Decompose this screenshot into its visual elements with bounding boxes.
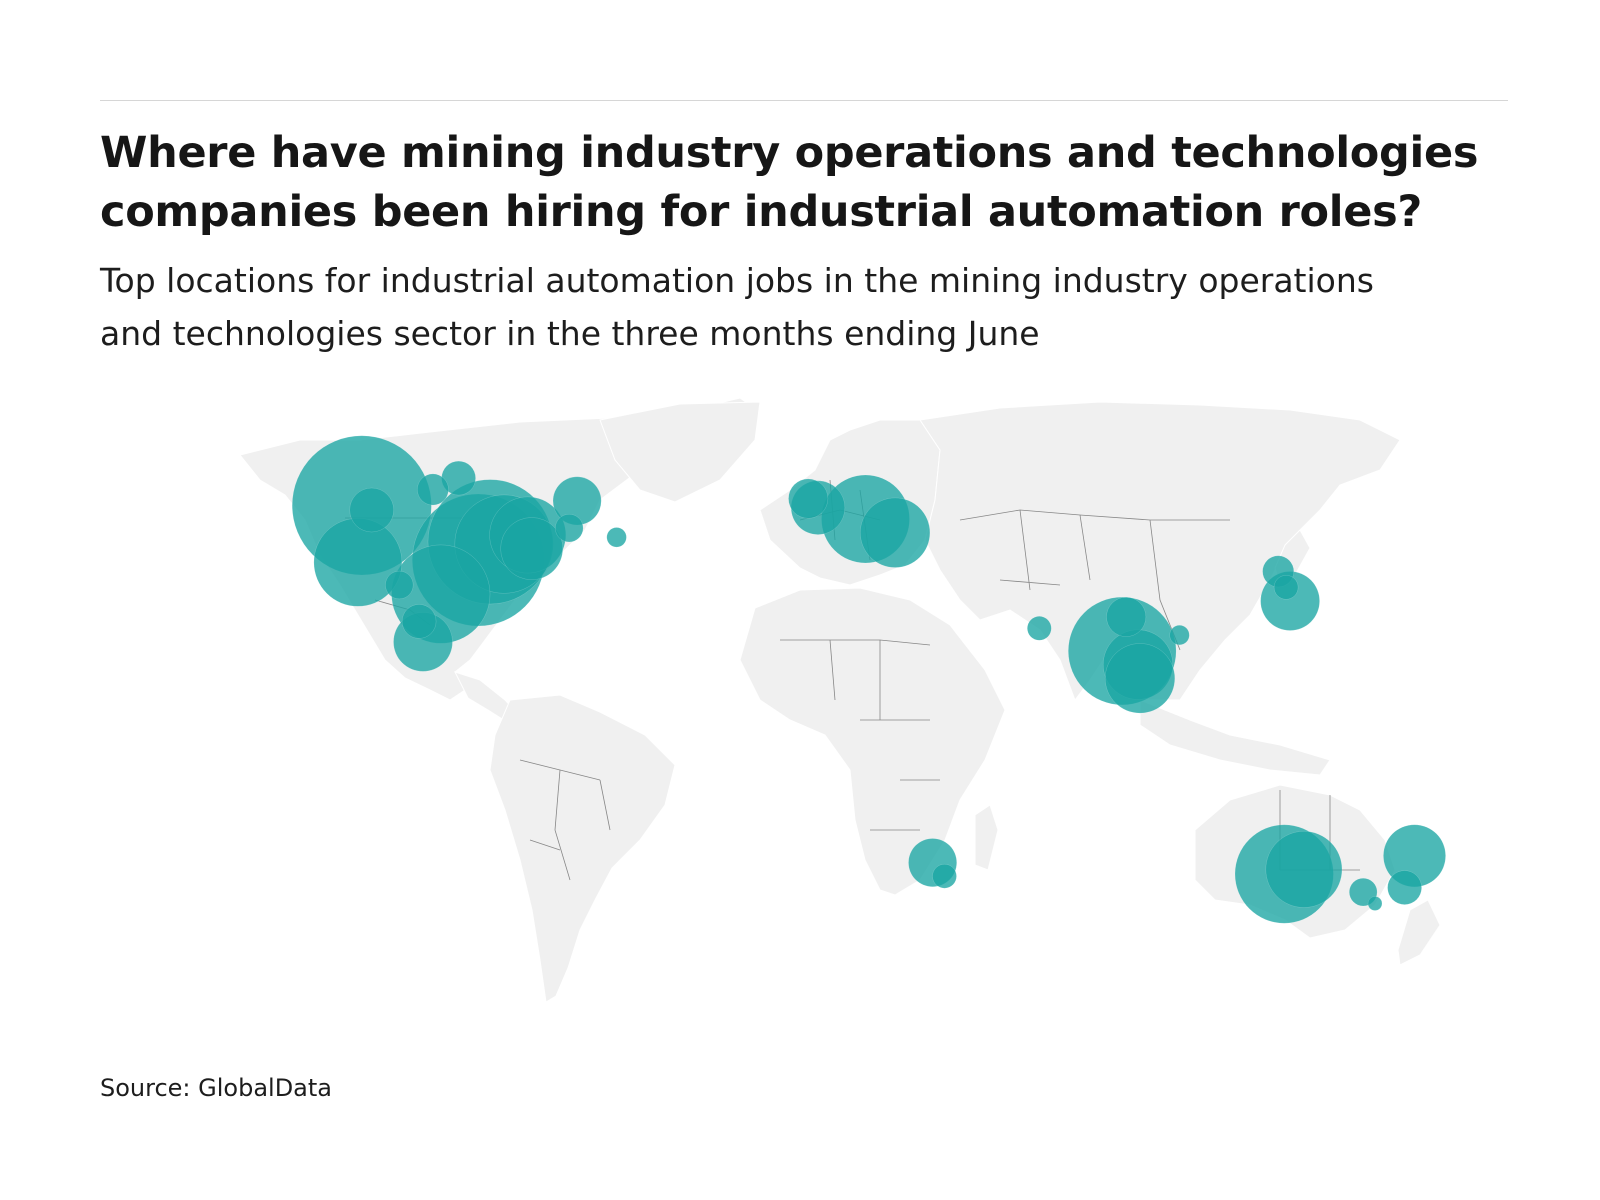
location-bubble bbox=[788, 478, 829, 519]
header-divider bbox=[100, 100, 1508, 101]
location-bubble bbox=[385, 570, 414, 600]
location-bubble bbox=[1265, 831, 1343, 908]
africa-borders bbox=[780, 639, 940, 831]
location-bubble bbox=[932, 863, 957, 889]
location-bubble bbox=[860, 497, 931, 568]
madagascar-landmass bbox=[974, 804, 999, 871]
africa-landmass bbox=[739, 587, 1006, 896]
southeast-asia-islands bbox=[1139, 699, 1331, 776]
location-bubble bbox=[1104, 643, 1176, 714]
greenland-landmass bbox=[599, 401, 761, 503]
chart-subtitle: Top locations for industrial automation … bbox=[100, 261, 1374, 353]
location-bubble bbox=[606, 527, 627, 548]
location-bubble bbox=[1027, 616, 1052, 641]
location-bubble bbox=[349, 487, 394, 533]
location-bubble bbox=[1387, 870, 1422, 905]
location-bubble bbox=[1106, 596, 1147, 637]
new-zealand-landmass bbox=[1397, 899, 1441, 966]
location-bubble bbox=[1367, 896, 1383, 911]
location-bubble bbox=[1169, 625, 1190, 646]
source-note: Source: GlobalData bbox=[100, 1074, 333, 1102]
chart-title: Where have mining industry operations an… bbox=[100, 128, 1479, 237]
location-bubble bbox=[500, 517, 564, 580]
south-america-landmass bbox=[489, 694, 676, 1003]
location-bubble bbox=[417, 473, 449, 506]
asia-borders bbox=[959, 509, 1230, 651]
location-bubble bbox=[1273, 575, 1299, 600]
location-bubble bbox=[555, 513, 584, 543]
south-america-borders bbox=[519, 759, 611, 881]
location-bubbles bbox=[291, 435, 1446, 924]
location-bubble bbox=[401, 604, 437, 639]
